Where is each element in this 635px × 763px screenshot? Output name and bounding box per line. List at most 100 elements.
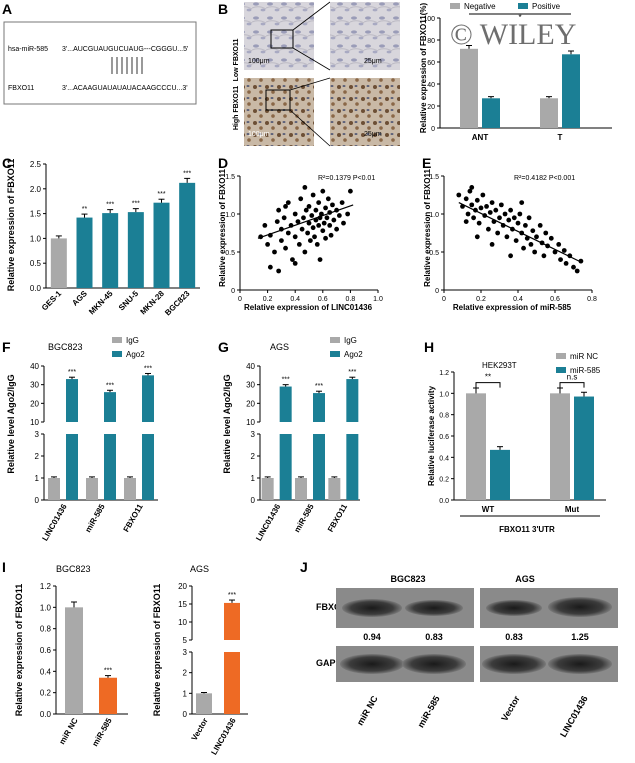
data-point [487,210,493,215]
y-tick-label: 10 [246,418,255,427]
x-tick-label: Vector [190,717,210,743]
density-lane4: 1.25 [571,632,589,642]
significance-mark: n.s [567,373,578,382]
significance-mark: *** [132,201,140,208]
y-tick-label: 15 [178,600,187,609]
data-point [341,220,346,226]
panel-i2-ylabel: Relative expression of FBXO11 [152,584,162,717]
x-tick-label: 0.2 [476,296,486,303]
legend-swatch [112,337,122,343]
data-point [272,249,277,255]
data-point [325,196,331,202]
panel-g-title: AGS [270,342,289,352]
bar-bgc823 [179,182,196,288]
bar-mir-585-wt [490,449,510,500]
x-tick-label: ANT [472,133,489,142]
lane-label-1: miR NC [355,694,380,728]
data-point [302,249,308,255]
high-zoom-box [265,89,291,111]
data-point [299,226,305,232]
data-point [336,213,342,218]
y-tick-label: 60 [427,60,435,67]
panel-j: J BGC823 AGS FBXO11 GAPDH 0.94 0.83 0.83… [300,559,618,739]
bar-linc01436-upper [224,602,240,640]
y-tick-label: 0 [35,496,40,505]
trend-line [257,204,354,239]
bar-ago2-lower-mir-585 [313,434,325,500]
significance-mark: *** [68,369,76,376]
data-point [456,192,462,198]
data-point [274,219,280,225]
panel-c: C Relative expression of FBXO11 0.0 0.5 1.… [2,155,200,317]
bar-ago2-lower-linc01436 [66,434,78,500]
panel-h-ylabel: Relative luciferase activity [427,385,436,486]
data-point [345,211,351,217]
significance-bracket [559,382,585,388]
panel-d-ylabel: Relative expression of FBXO11 [218,169,227,287]
panel-d-scatter: 0 0.5 1.0 1.5 0 0.2 0.4 0.6 0.8 1.0 [225,174,383,303]
data-point [320,188,326,194]
panel-f: F BGC823 Relative level Ago2/IgG 0 1 2 3 10 2… [2,336,158,542]
lane-label-4: LINC01436 [558,694,590,739]
x-tick-label: 0.2 [263,296,273,303]
data-point [526,215,532,221]
panel-letter-c: C [2,155,12,171]
y-tick-label: 3 [183,648,188,657]
low-fbxo11-label: Low FBXO11 [233,39,240,82]
panel-e: E Relative expression of FBXO11 Relative… [422,155,597,312]
data-point [314,242,320,247]
data-point [323,205,328,211]
data-point [276,268,282,274]
data-point [515,220,521,226]
y-tick-label: 0.0 [40,710,52,719]
band-gapdh-lane1 [340,654,404,674]
panel-letter-a: A [2,1,12,17]
data-point [495,230,501,236]
data-point [320,228,326,234]
x-tick-label: 0.8 [587,296,597,303]
zoom-line [292,47,331,71]
panel-i1-title: BGC823 [56,564,91,574]
legend-label: Negative [464,2,496,11]
y-tick-label: 0 [183,710,188,719]
x-tick-label: WT [482,505,495,514]
panel-i1-ylabel: Relative expression of FBXO11 [14,584,24,717]
y-tick-label: 1.0 [40,603,52,612]
data-point [292,261,298,266]
data-point [513,238,519,244]
data-point [530,228,536,234]
data-point [292,234,298,240]
panel-letter-b: B [218,1,228,17]
y-tick-label: 1.0 [30,234,42,243]
panel-c-ylabel: Relative expression of FBXO11 [6,159,16,292]
low-zoom-box [270,29,294,49]
panel-i: I BGC823 Relative expression of FBXO11 0… [2,559,248,756]
data-point [310,192,316,198]
panel-b-ylabel: Relative expression of FBXO11(%) [419,3,428,134]
y-tick-label: 5 [183,636,188,645]
data-point [279,238,284,244]
x-tick-label: LINC01436 [40,502,69,542]
y-tick-label: 2.0 [30,185,42,194]
significance-mark: *** [348,369,356,376]
panel-letter-h: H [424,339,434,355]
panel-g-ylabel: Relative level Ago2/IgG [222,374,232,473]
scale-bar-high-25: 25μm [364,131,382,138]
data-point [486,226,491,232]
group-label-bgc823: BGC823 [390,574,425,584]
band-fbxo11-lane3 [486,600,542,616]
data-point [321,220,327,226]
y-tick-label: 0.5 [30,259,42,268]
x-tick-label: LINC01436 [209,716,238,756]
panel-c-bar-chart: 0.0 0.5 1.0 1.5 2.0 2.5 GES-1 ** AGS *** MKN-45 ***… [30,160,200,317]
band-gapdh-lane3 [482,654,546,674]
mirna-label: hsa-miR-585 [8,46,48,53]
base-pair-lines [111,57,143,74]
scale-bar-low-25: 25μm [364,58,382,65]
x-tick-label: SNU-5 [117,289,141,313]
significance-star: * [518,13,521,22]
data-point [309,213,315,218]
y-tick-label: 10 [178,618,187,627]
data-point [578,258,584,264]
